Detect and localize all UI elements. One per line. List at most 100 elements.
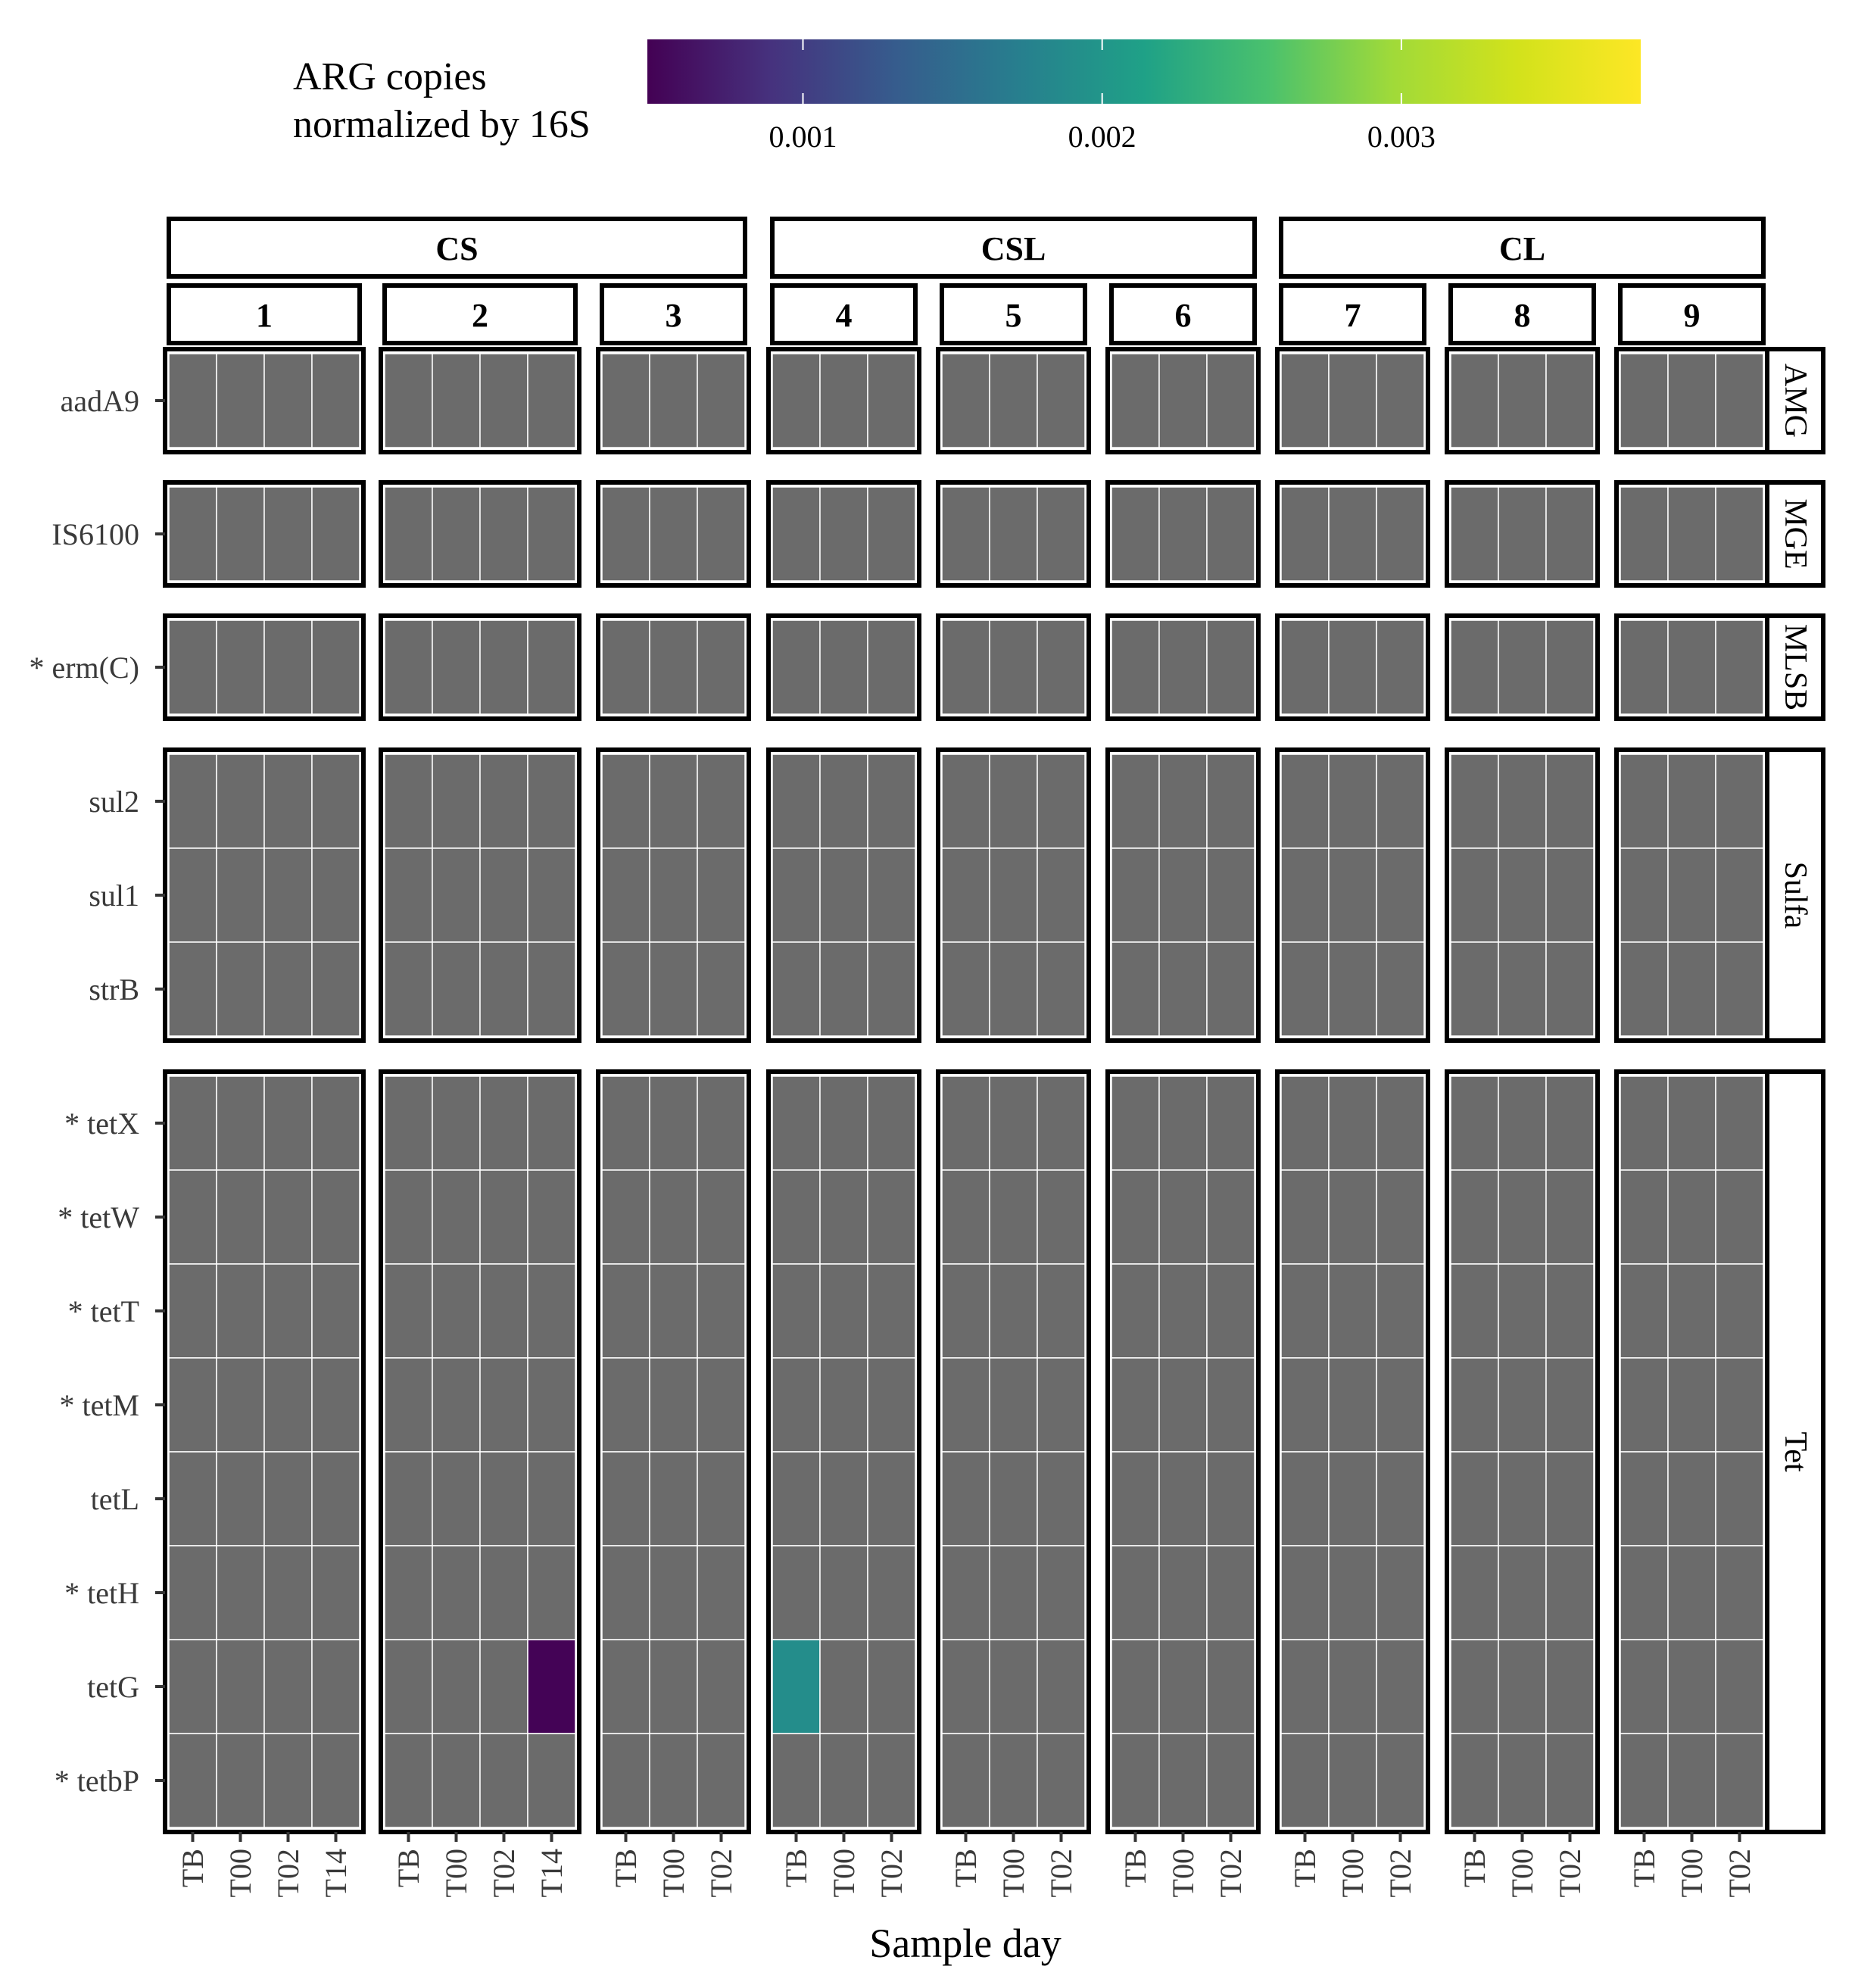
heatmap-cell-na	[1037, 619, 1086, 715]
heatmap-cell-na	[432, 754, 481, 849]
heatmap-cell-na	[941, 1169, 990, 1265]
heatmap-cell-na	[1328, 754, 1377, 849]
heatmap-cell-na	[527, 619, 576, 715]
x-axis: TB T00 T02 T14 TB T00 T02 T14 TB T00 T02 TB T00 T02 TB…	[176, 1832, 1757, 1897]
panel-border	[1105, 347, 1261, 454]
panel-strip	[1109, 283, 1257, 345]
heatmap-cell-na	[384, 1075, 433, 1171]
heatmap-cell-na	[1206, 353, 1255, 448]
heatmap-cell-na	[1158, 1357, 1208, 1453]
heatmap-cell-na	[311, 1169, 360, 1265]
heatmap-cell-na	[1280, 754, 1330, 849]
heatmap-cell-na	[1280, 1263, 1330, 1359]
y-tick-label: aadA9	[61, 384, 139, 418]
heatmap-cell-na	[216, 1169, 265, 1265]
x-tick-label: T14	[319, 1849, 353, 1897]
heatmap-cell-na	[1498, 619, 1547, 715]
heatmap-cell-na	[1376, 1169, 1425, 1265]
row-group-strip	[1765, 347, 1825, 454]
heatmap-cell-na	[311, 1263, 360, 1359]
heatmap-cell-na	[1111, 847, 1160, 943]
heatmap-cell-na	[867, 1545, 916, 1640]
panel-strip	[1618, 283, 1766, 345]
heatmap-cell-na	[1545, 1545, 1595, 1640]
heatmap-cell-na	[601, 941, 650, 1037]
heatmap-cell-na	[311, 1075, 360, 1171]
heatmap-cell-na	[432, 1169, 481, 1265]
heatmap-cell-na	[432, 486, 481, 582]
panel-7-amg	[1275, 347, 1430, 454]
heatmap-cell-na	[1450, 1545, 1499, 1640]
heatmap-cell-na	[479, 754, 528, 849]
heatmap-cell-na	[1037, 1075, 1086, 1171]
heatmap-cell-na	[384, 486, 433, 582]
y-tick-label: * tetW	[58, 1200, 139, 1234]
heatmap-cell-na	[772, 754, 821, 849]
heatmap-cell-na	[989, 486, 1038, 582]
heatmap-cell-na	[1037, 754, 1086, 849]
heatmap-cell-na	[649, 847, 698, 943]
heatmap-cell-na	[527, 486, 576, 582]
heatmap-cell-na	[819, 1733, 868, 1828]
heatmap-cell-na	[1158, 1263, 1208, 1359]
heatmap-cell-na	[649, 1451, 698, 1546]
heatmap-cell-na	[263, 1169, 313, 1265]
heatmap-cell-na	[263, 1733, 313, 1828]
heatmap-cell-na	[1111, 1075, 1160, 1171]
heatmap-cell-na	[1158, 1545, 1208, 1640]
panel-9-amg	[1614, 347, 1769, 454]
panel-8-sulfa	[1445, 747, 1600, 1043]
panel-1-sulfa	[163, 747, 366, 1043]
panel-border	[1445, 747, 1600, 1043]
heatmap-cell-na	[772, 1263, 821, 1359]
heatmap-cell-na	[1376, 1733, 1425, 1828]
panel-9-mlsb	[1614, 613, 1769, 721]
heatmap-cell-na	[772, 1733, 821, 1828]
heatmap-cell-na	[527, 1451, 576, 1546]
heatmap-cell-na	[867, 1451, 916, 1546]
heatmap-cell-na	[1328, 1639, 1377, 1734]
heatmap-cell-na	[819, 1451, 868, 1546]
heatmap-cell-na	[263, 847, 313, 943]
panel-8-mlsb	[1445, 613, 1600, 721]
heatmap-cell-na	[1037, 1169, 1086, 1265]
heatmap-cell-na	[263, 1545, 313, 1640]
heatmap-cell-na	[941, 754, 990, 849]
heatmap-cell-na	[1498, 847, 1547, 943]
heatmap-cell-na	[168, 1451, 217, 1546]
heatmap-cell-na	[432, 1263, 481, 1359]
heatmap-cell-na	[432, 1545, 481, 1640]
panel-border	[1614, 747, 1769, 1043]
heatmap-cell-na	[1376, 1639, 1425, 1734]
heatmap-cell-na	[1450, 1639, 1499, 1734]
heatmap-cell-na	[601, 486, 650, 582]
heatmap-cell-na	[1715, 941, 1764, 1037]
heatmap-cell-na	[1328, 1451, 1377, 1546]
heatmap-cell-na	[941, 1639, 990, 1734]
panel-border	[596, 347, 751, 454]
facet-strips: CS CSL CL 1 2 3 4 5 6 7 8 9 AMG MGE MLSB Sulfa Tet	[167, 217, 1825, 1834]
heatmap-cell-na	[1328, 941, 1377, 1037]
heatmap-cell-na	[527, 1263, 576, 1359]
heatmap-cell-na	[1715, 754, 1764, 849]
heatmap-cell-na	[168, 754, 217, 849]
heatmap-cell-na	[989, 353, 1038, 448]
heatmap-cell-na	[649, 1545, 698, 1640]
heatmap-cell-na	[384, 847, 433, 943]
heatmap-cell-na	[1667, 941, 1716, 1037]
x-tick-label: TB	[1627, 1849, 1661, 1887]
heatmap-cell-na	[527, 1075, 576, 1171]
heatmap-cell-na	[649, 1357, 698, 1453]
heatmap-cell-na	[1667, 1263, 1716, 1359]
panel-8-mge	[1445, 480, 1600, 588]
heatmap-cell-na	[479, 1733, 528, 1828]
panel-border	[1614, 347, 1769, 454]
heatmap-cell-na	[1111, 1545, 1160, 1640]
heatmap-cell-na	[1280, 619, 1330, 715]
heatmap-cell-na	[479, 1263, 528, 1359]
heatmap-cell-na	[1111, 1451, 1160, 1546]
heatmap-cell-na	[1450, 1263, 1499, 1359]
heatmap-cell-na	[1545, 353, 1595, 448]
row-group-strip-label: MGE	[1778, 498, 1813, 569]
panel-strip	[167, 283, 362, 345]
